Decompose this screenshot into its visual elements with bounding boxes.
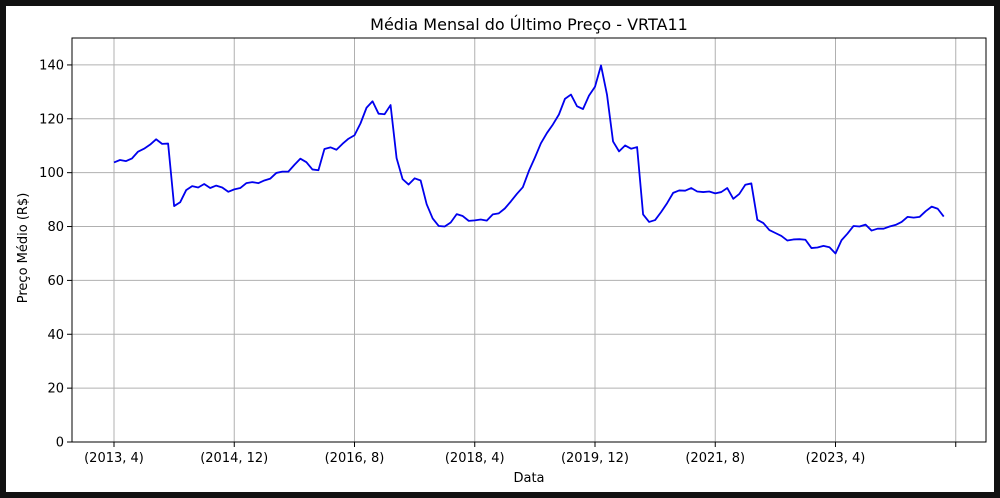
y-tick-label: 120 [39, 112, 64, 127]
y-tick-label: 40 [47, 328, 64, 343]
y-tick-label: 140 [39, 58, 64, 73]
plot-area-frame [71, 37, 987, 443]
x-tick-label: (2014, 12) [200, 451, 268, 466]
series-line [113, 64, 945, 255]
x-tick-label: (2016, 8) [325, 451, 385, 466]
grid-lines [72, 38, 986, 443]
x-tick-label: (2023, 4) [806, 451, 866, 466]
y-tick-label: 100 [39, 166, 64, 181]
x-tick-label: (2018, 4) [445, 451, 505, 466]
x-tick-label: (2021, 8) [685, 451, 745, 466]
y-tick-label: 20 [47, 382, 64, 397]
x-tick-label: (2019, 12) [561, 451, 629, 466]
y-axis-label: Preço Médio (R$) [16, 193, 31, 304]
y-tick-label: 0 [56, 436, 64, 451]
y-tick-label: 80 [47, 220, 64, 235]
x-tick-label: (2013, 4) [84, 451, 144, 466]
x-axis-ticks: (2013, 4) (2014, 12) (2016, 8) (2018, 4) (20… [84, 442, 957, 466]
chart-title: Média Mensal do Último Preço - VRTA11 [370, 15, 688, 34]
x-axis-label: Data [513, 471, 544, 486]
price-line-chart: Média Mensal do Último Preço - VRTA11 (2… [16, 15, 987, 486]
chart-frame: Média Mensal do Último Preço - VRTA11 (2… [6, 6, 994, 492]
y-axis-ticks: 0 20 40 60 80 100 120 140 [39, 58, 72, 451]
y-tick-label: 60 [47, 274, 64, 289]
